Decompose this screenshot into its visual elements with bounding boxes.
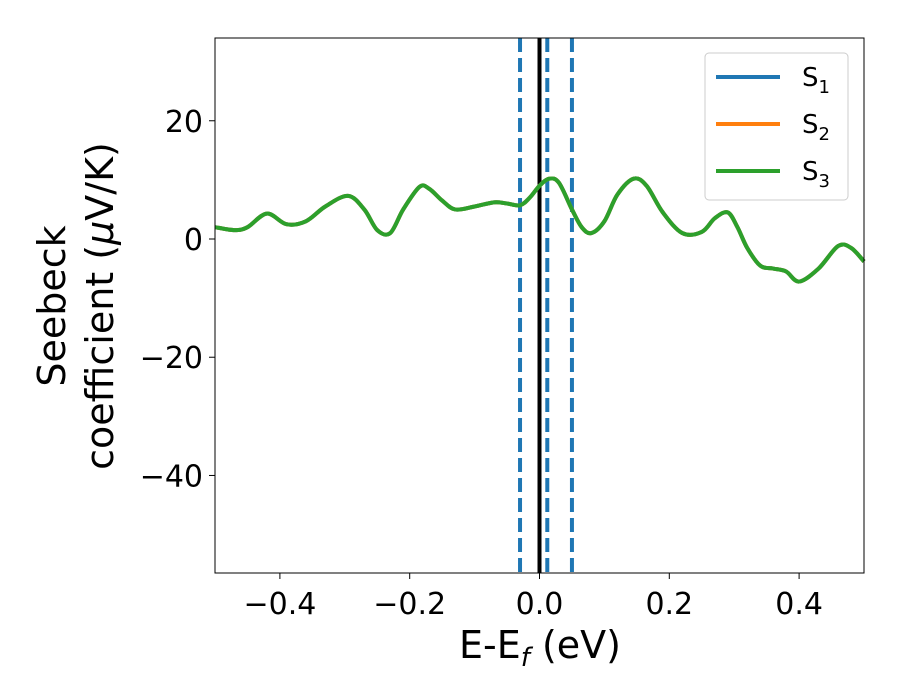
series-lines	[214, 176, 866, 284]
x-tick-label: 0.2	[645, 587, 693, 622]
x-tick-label: −0.4	[243, 587, 316, 622]
x-tick-label: 0.0	[516, 587, 564, 622]
legend-label-s3: S3	[802, 157, 830, 192]
x-tick-label: −0.2	[373, 587, 446, 622]
legend-label-s1-name: S	[802, 63, 819, 93]
x-axis-title-unit: (eV)	[530, 623, 621, 667]
legend-label-s1-sub: 1	[819, 77, 830, 98]
y-axis-title-suffix: V/K)	[78, 142, 122, 221]
y-tick-label: 0	[184, 223, 203, 258]
legend-label-s2: S2	[802, 110, 830, 145]
y-axis-title-line2: coefficient (μV/K)	[78, 142, 122, 470]
y-axis-title-mu: μ	[78, 221, 122, 246]
legend-label-s2-sub: 2	[819, 124, 830, 145]
y-tick-label: −40	[140, 459, 203, 494]
y-axis-title-line1: Seebeck	[30, 225, 74, 386]
vertical-reference-lines	[518, 38, 574, 573]
legend-label-s1: S1	[802, 63, 830, 98]
x-tick-label: 0.4	[775, 587, 823, 622]
legend-label-s3-name: S	[802, 157, 819, 187]
x-axis-title: E-Ef (eV)	[459, 623, 621, 673]
x-axis-ticks: −0.4 −0.2 0.0 0.2 0.4	[243, 573, 823, 622]
legend-label-s2-name: S	[802, 110, 819, 140]
y-tick-label: −20	[140, 341, 203, 376]
series-line-s3	[214, 176, 866, 284]
legend: S1 S2 S3	[704, 52, 849, 201]
legend-box	[704, 52, 849, 201]
x-axis-title-main: E-E	[459, 623, 521, 667]
legend-label-s3-sub: 3	[819, 171, 830, 192]
y-axis-title: Seebeck coefficient (μV/K)	[30, 142, 122, 470]
y-axis-ticks: 20 0 −20 −40	[140, 105, 215, 494]
y-tick-label: 20	[165, 105, 203, 140]
y-axis-title-prefix: coefficient (	[78, 245, 122, 470]
